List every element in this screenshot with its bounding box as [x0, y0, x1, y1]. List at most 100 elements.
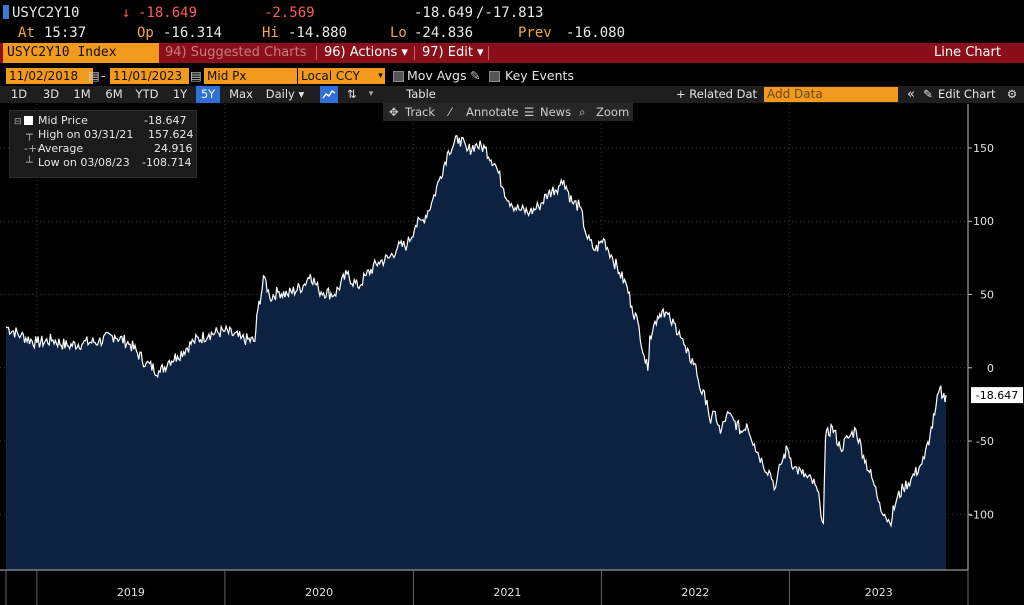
legend-high-value: 157.624 — [148, 128, 194, 141]
table-button[interactable]: Table — [406, 87, 436, 101]
legend-series-name: Mid Price — [38, 114, 88, 127]
open-value: -16.314 — [163, 25, 223, 41]
key-events-label[interactable]: Key Events — [505, 68, 574, 83]
track-icon[interactable]: ✥ — [389, 105, 399, 119]
frequency-dropdown[interactable]: Daily ▾ — [265, 87, 305, 101]
pencil-icon[interactable]: ✎ — [923, 87, 933, 101]
field-selector[interactable]: Mid Px — [204, 68, 297, 84]
x-tick-label: 2019 — [117, 586, 145, 599]
y-tick-label: -100 — [969, 508, 994, 521]
average-marker-icon: -+- — [24, 142, 42, 155]
chart-type-label[interactable]: Line Chart — [934, 45, 1001, 60]
edit-menu[interactable]: 97) Edit ▾ — [422, 45, 484, 60]
annotate-icon[interactable]: ⁄ — [449, 105, 451, 119]
y-tick-label: 0 — [987, 362, 994, 375]
sort-icon[interactable]: ⇅ — [347, 87, 357, 101]
x-tick-label: 2020 — [305, 586, 333, 599]
calendar-icon[interactable]: ▤ — [88, 68, 100, 83]
legend-series-value: -18.647 — [144, 114, 187, 127]
range-1d-button[interactable]: 1D — [10, 87, 28, 101]
x-axis: 2019 2020 2021 2022 2023 — [0, 569, 969, 605]
legend-high-label: High on 03/31/21 — [38, 128, 134, 141]
currency-dropdown-icon[interactable]: ▾ — [376, 68, 385, 84]
last-price: -18.649 — [138, 5, 198, 21]
track-button[interactable]: Track — [405, 105, 436, 119]
key-events-checkbox[interactable] — [489, 71, 500, 82]
line-chart-icon[interactable] — [320, 86, 338, 103]
ticker-marker — [3, 5, 9, 19]
end-date-field[interactable]: 11/01/2023 — [110, 68, 189, 84]
prev-value: -16.080 — [566, 25, 626, 41]
y-tick-label: 100 — [973, 215, 994, 228]
range-max-button[interactable]: Max — [229, 87, 253, 101]
low-label: Lo — [390, 25, 407, 41]
annotate-button[interactable]: Annotate — [466, 105, 519, 119]
zoom-icon[interactable]: ⌕ — [579, 105, 586, 119]
low-marker-icon: ┴ — [26, 156, 33, 169]
y-tick-label: -50 — [976, 435, 994, 448]
y-tick-label: 150 — [973, 142, 994, 155]
news-icon[interactable]: ☰ — [524, 105, 535, 119]
add-data-input[interactable]: Add Data — [764, 87, 898, 102]
price-line — [5, 134, 947, 528]
legend-low-label: Low on 03/08/23 — [38, 156, 130, 169]
suggested-charts-menu[interactable]: 94) Suggested Charts — [165, 45, 307, 60]
last-value-label: -18.647 — [971, 387, 1023, 404]
price-area-fill — [6, 135, 946, 570]
high-marker-icon: ┬ — [26, 128, 33, 141]
range-5y-button[interactable]: 5Y — [196, 86, 220, 103]
chart-legend: ⊟ Mid Price -18.647 ┬ High on 03/31/21 1… — [9, 110, 197, 178]
prev-label: Prev — [518, 25, 552, 41]
start-date-field[interactable]: 11/02/2018 — [6, 68, 93, 84]
high-label: Hi — [262, 25, 279, 41]
related-data-button[interactable]: + Related Dat — [676, 87, 758, 101]
net-change: -2.569 — [264, 5, 315, 21]
calendar-icon[interactable]: ▤ — [190, 68, 202, 83]
legend-average-label: Average — [38, 142, 84, 155]
zoom-button[interactable]: Zoom — [596, 105, 630, 119]
down-arrow-icon: ↓ — [122, 5, 131, 21]
last-value-text: -18.647 — [976, 389, 1018, 402]
series-checkbox[interactable] — [24, 116, 33, 125]
range-1m-button[interactable]: 1M — [73, 87, 91, 101]
ask-price: /-17.813 — [476, 5, 544, 21]
options-row: 11/02/2018 ▤ - 11/01/2023 ▤ Mid Px Local… — [0, 68, 1024, 85]
low-value: -24.836 — [414, 25, 474, 41]
legend-low-value: -108.714 — [142, 156, 192, 169]
range-3d-button[interactable]: 3D — [42, 87, 60, 101]
x-tick-label: 2021 — [493, 586, 521, 599]
actions-menu[interactable]: 96) Actions ▾ — [324, 45, 408, 60]
range-ytd-button[interactable]: YTD — [135, 87, 159, 101]
x-tick-label: 2022 — [681, 586, 709, 599]
legend-collapse-icon[interactable]: ⊟ — [14, 117, 22, 127]
y-axis: 150 100 50 0 -50 -100 — [967, 104, 994, 570]
range-toolbar: 1D 3D 1M 6M YTD 1Y 5Y Max Daily ▾ ⇅ ▾ Ta… — [0, 86, 1024, 103]
range-1y-button[interactable]: 1Y — [172, 87, 188, 101]
range-6m-button[interactable]: 6M — [105, 87, 123, 101]
x-tick-label: 2023 — [865, 586, 893, 599]
menu-divider — [488, 46, 489, 60]
date-range-dash: - — [101, 68, 106, 83]
mov-avgs-checkbox[interactable] — [393, 71, 404, 82]
y-tick-label: 50 — [980, 289, 994, 302]
edit-chart-button[interactable]: Edit Chart — [938, 87, 996, 101]
legend-average-value: 24.916 — [154, 142, 193, 155]
security-field[interactable]: USYC2Y10 Index — [3, 43, 159, 63]
annotation-toolbar: ✥ Track ⁄ Annotate ☰ News ⌕ Zoom — [383, 103, 633, 121]
menu-bar: USYC2Y10 Index 94) Suggested Charts 96) … — [0, 43, 1024, 63]
mov-avgs-label[interactable]: Mov Avgs — [407, 68, 467, 83]
currency-selector[interactable]: Local CCY — [298, 68, 381, 84]
last-value-flag — [971, 387, 1023, 404]
dropdown-arrow-icon[interactable]: ▾ — [368, 89, 374, 99]
gear-icon[interactable]: ⚙ — [1006, 87, 1018, 101]
open-label: Op — [137, 25, 154, 41]
bid-price: -18.649 — [414, 5, 474, 21]
menu-divider — [414, 46, 415, 60]
pencil-icon[interactable]: ✎ — [470, 68, 481, 83]
collapse-icon[interactable]: « — [907, 87, 915, 102]
ticker-symbol[interactable]: USYC2Y10 — [12, 5, 80, 21]
quote-time: 15:37 — [44, 25, 87, 41]
time-label: At — [18, 25, 35, 41]
news-button[interactable]: News — [540, 105, 572, 119]
